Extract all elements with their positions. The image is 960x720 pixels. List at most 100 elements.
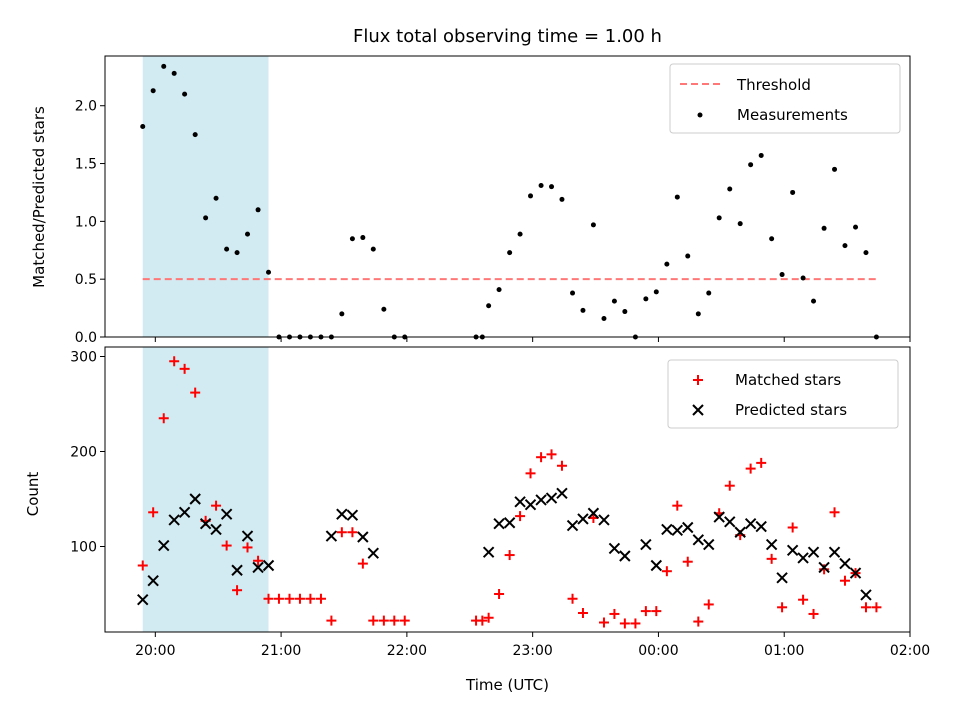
matched-stars-point xyxy=(242,542,253,553)
measurements-point xyxy=(842,243,848,249)
chart-title: Flux total observing time = 1.00 h xyxy=(353,26,662,47)
predicted-stars-point xyxy=(839,557,851,570)
predicted-stars-point xyxy=(493,517,505,530)
y-tick-label: 2.0 xyxy=(75,99,97,115)
matched-stars-point xyxy=(315,593,326,604)
legend-top: Threshold Measurements xyxy=(669,63,901,134)
measurements-point xyxy=(528,193,534,199)
y-tick-label: 1.5 xyxy=(75,157,97,173)
measurements-point xyxy=(653,289,659,295)
measurements-point xyxy=(370,246,376,252)
predicted-stars-point xyxy=(807,546,820,558)
predicted-stars-point xyxy=(158,539,170,552)
measurements-point xyxy=(716,215,722,221)
y-tick-label: 1.0 xyxy=(75,214,97,230)
measurements-point xyxy=(517,231,523,237)
matched-stars-point xyxy=(672,500,683,511)
predicted-stars-point xyxy=(503,517,516,529)
measurements-point xyxy=(779,272,785,278)
predicted-stars-point xyxy=(556,487,568,500)
legend-bottom: Matched stars Predicted stars xyxy=(667,359,899,429)
predicted-stars-point xyxy=(535,494,547,506)
predicted-stars-point xyxy=(587,507,600,519)
shaded-region-bottom xyxy=(142,347,269,632)
matched-stars-point xyxy=(630,618,641,629)
predicted-stars-point xyxy=(336,508,348,520)
matched-stars-point xyxy=(871,602,882,613)
matched-stars-point xyxy=(253,555,264,566)
predicted-stars-point xyxy=(178,506,191,519)
predicted-stars-point xyxy=(734,526,746,538)
y-axis-label-top: Matched/Predicted stars xyxy=(30,106,48,288)
measurements-point xyxy=(727,186,733,192)
x-tick-label: 20:00 xyxy=(135,643,175,659)
x-tick-label: 01:00 xyxy=(764,643,804,659)
predicted-stars-point xyxy=(147,574,159,587)
predicted-stars-point xyxy=(786,544,799,557)
predicted-stars-point xyxy=(566,519,579,532)
matched-stars-point xyxy=(703,599,714,610)
matched-stars-point xyxy=(609,608,620,619)
x-tick-label: 22:00 xyxy=(387,643,427,659)
predicted-stars-point xyxy=(210,523,222,536)
predicted-stars-point xyxy=(241,530,254,542)
predicted-stars-point xyxy=(367,547,379,559)
measurements-point xyxy=(171,70,177,76)
predicted-stars-point xyxy=(765,538,778,551)
predicted-stars-point xyxy=(598,514,610,526)
matched-stars-point xyxy=(326,615,337,626)
measurements-point xyxy=(685,253,691,259)
x-tick-label: 02:00 xyxy=(890,643,930,659)
legend-measurements-marker xyxy=(697,112,703,118)
y-tick-label: 100 xyxy=(70,540,97,556)
matched-stars-point xyxy=(221,540,232,551)
predicted-stars-point xyxy=(168,514,180,526)
predicted-stars-point xyxy=(199,517,212,530)
predicted-stars-point xyxy=(252,561,264,574)
predicted-stars-point xyxy=(640,538,652,551)
matched-stars-point xyxy=(347,527,358,538)
top-panel: 0.0 0.5 1.0 1.5 2.0 Flux total observing tim… xyxy=(30,26,911,346)
measurements-point xyxy=(580,307,586,313)
matched-stars-point xyxy=(179,363,190,374)
matched-stars-point xyxy=(651,606,662,617)
predicted-stars-point xyxy=(703,538,715,551)
measurements-point xyxy=(360,235,366,241)
measurements-point xyxy=(192,132,198,138)
legend-threshold-label: Threshold xyxy=(736,76,811,94)
matched-stars-point xyxy=(158,413,169,424)
measurements-point xyxy=(224,246,230,252)
predicted-stars-point xyxy=(692,534,705,546)
predicted-stars-point xyxy=(650,559,663,572)
measurements-point xyxy=(234,250,240,256)
measurements-point xyxy=(821,225,827,231)
measurements-point xyxy=(622,309,628,315)
x-tick-label: 00:00 xyxy=(638,643,678,659)
measurements-point xyxy=(674,194,680,200)
predicted-stars-point xyxy=(849,567,862,579)
bottom-panel: 20:00 21:00 22:00 23:00 00:00 01:00 02:00 100 20… xyxy=(24,346,930,694)
measurements-point xyxy=(538,183,544,189)
matched-stars-point xyxy=(798,594,809,605)
x-tick-label: 23:00 xyxy=(512,643,552,659)
matched-stars-point xyxy=(211,500,222,511)
y-tick-label: 200 xyxy=(70,445,97,461)
measurements-point xyxy=(601,315,607,321)
x-axis-label: Time (UTC) xyxy=(465,676,549,694)
matched-stars-point xyxy=(273,593,284,604)
predicted-stars-point xyxy=(524,498,537,511)
measurements-point xyxy=(695,311,701,317)
matched-stars-point xyxy=(515,511,526,522)
predicted-stars-point xyxy=(262,559,275,572)
measurements-point xyxy=(381,306,387,312)
measurements-point xyxy=(255,207,261,213)
measurements-point xyxy=(811,298,817,304)
matched-stars-point xyxy=(305,593,316,604)
legend-matched-marker xyxy=(693,375,703,385)
measurements-point xyxy=(790,189,796,195)
matched-stars-point xyxy=(756,457,767,468)
measurements-point xyxy=(853,224,859,230)
x-tick-label: 21:00 xyxy=(261,643,301,659)
measurements-point xyxy=(570,290,576,296)
matched-stars-point xyxy=(546,449,557,460)
